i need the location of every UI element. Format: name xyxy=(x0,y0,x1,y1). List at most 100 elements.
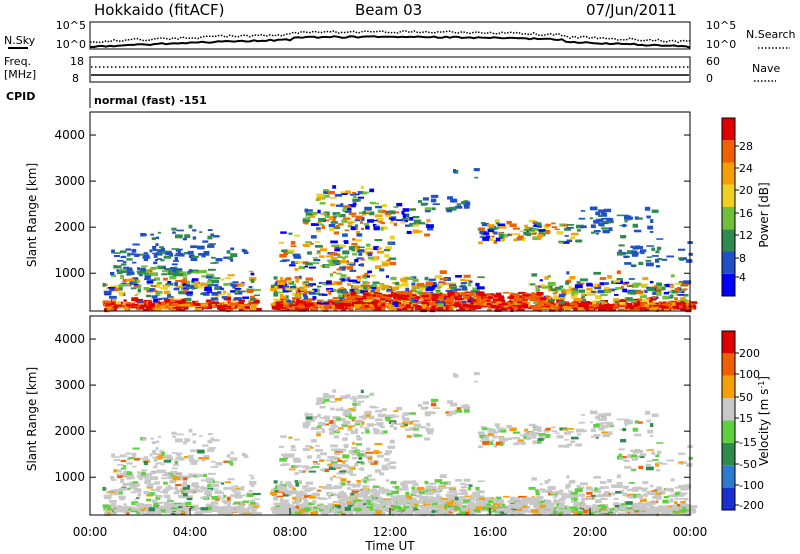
power-cell xyxy=(128,253,135,256)
velocity-cell xyxy=(459,489,463,492)
velocity-cell xyxy=(354,504,363,508)
velocity-cell xyxy=(642,481,649,485)
power-cell xyxy=(321,300,325,303)
power-cell xyxy=(200,282,208,287)
power-cell xyxy=(393,211,399,214)
velocity-cell xyxy=(184,438,191,442)
power-cell xyxy=(644,290,648,294)
power-cell xyxy=(379,283,385,286)
power-cell xyxy=(463,201,471,206)
power-cell xyxy=(439,278,448,281)
power-cell xyxy=(358,211,364,215)
velocity-cell xyxy=(155,496,161,500)
power-cell xyxy=(435,289,441,292)
power-cell xyxy=(668,306,676,309)
velocity-cell xyxy=(682,492,688,495)
velocity-cell xyxy=(463,478,471,482)
power-cell xyxy=(477,291,485,295)
velocity-cell xyxy=(677,498,684,500)
power-cell xyxy=(655,288,664,291)
power-cell xyxy=(232,281,239,284)
velocity-cell xyxy=(390,480,397,485)
velocity-cell xyxy=(176,433,184,436)
power-cell xyxy=(211,303,218,306)
velocity-cell xyxy=(174,438,183,443)
power-cell xyxy=(418,301,424,304)
velocity-cell xyxy=(571,498,575,500)
velocity-cell xyxy=(552,496,557,499)
velocity-cell xyxy=(236,487,243,490)
velocity-cell xyxy=(630,495,637,499)
velocity-cell xyxy=(163,494,171,499)
velocity-cell xyxy=(288,485,295,489)
power-cell xyxy=(579,303,587,307)
power-cell xyxy=(581,293,586,297)
velocity-cell xyxy=(516,506,523,511)
velocity-cell xyxy=(397,508,403,512)
power-cell xyxy=(676,299,681,303)
velocity-cell xyxy=(308,502,315,505)
velocity-cell xyxy=(385,507,391,510)
power-cell xyxy=(662,295,669,300)
power-cell xyxy=(473,168,480,172)
power-cell xyxy=(643,308,650,312)
velocity-cell xyxy=(117,475,123,479)
y-tick-label: 3000 xyxy=(54,174,85,188)
power-cell xyxy=(506,220,512,225)
power-cell xyxy=(293,255,302,259)
power-cell xyxy=(190,284,196,287)
velocity-cell xyxy=(114,509,118,512)
power-cell xyxy=(312,296,317,300)
power-cell xyxy=(411,276,417,279)
power-cell xyxy=(463,204,470,209)
power-cell xyxy=(152,249,161,252)
power-cell xyxy=(564,289,569,292)
power-cell xyxy=(276,300,285,303)
power-cell xyxy=(137,303,144,307)
power-cell xyxy=(132,277,139,280)
velocity-cell xyxy=(569,506,577,510)
power-cell xyxy=(426,219,431,223)
power-cell xyxy=(365,225,370,230)
velocity-cell xyxy=(592,504,597,509)
velocity-cell xyxy=(653,506,659,509)
velocity-cell xyxy=(352,505,358,509)
velocity-cell xyxy=(503,509,509,512)
velocity-cell xyxy=(305,488,313,491)
velocity-cell xyxy=(109,491,115,495)
power-cell xyxy=(207,280,211,283)
velocity-cell xyxy=(639,511,647,514)
velocity-cell xyxy=(196,490,204,493)
velocity-cell xyxy=(661,510,669,513)
power-cell xyxy=(195,303,202,306)
power-cell xyxy=(512,227,520,230)
power-cell xyxy=(463,279,472,282)
power-cell xyxy=(171,227,177,231)
power-cell xyxy=(497,301,504,305)
velocity-cell xyxy=(213,439,220,442)
colorbar-segment xyxy=(722,162,735,185)
velocity-cell xyxy=(286,504,291,507)
power-cell xyxy=(340,191,347,194)
power-cell xyxy=(320,307,325,311)
power-cell xyxy=(192,229,197,232)
power-cell xyxy=(179,271,187,274)
velocity-cell xyxy=(153,465,158,469)
velocity-cell xyxy=(202,444,209,447)
power-cell xyxy=(417,200,422,203)
velocity-cell xyxy=(234,495,243,499)
velocity-cell xyxy=(356,461,364,464)
velocity-cell xyxy=(233,502,241,505)
power-cell xyxy=(607,304,611,308)
velocity-cell xyxy=(425,485,434,490)
power-cell xyxy=(685,259,693,263)
power-cell xyxy=(656,291,662,296)
velocity-cell xyxy=(240,486,244,491)
velocity-cell xyxy=(535,491,540,495)
velocity-cell xyxy=(354,463,359,467)
power-cell xyxy=(498,303,503,306)
power-cell xyxy=(274,286,279,289)
power-cell xyxy=(341,193,348,195)
velocity-cell xyxy=(480,509,488,512)
power-cell xyxy=(279,301,283,304)
